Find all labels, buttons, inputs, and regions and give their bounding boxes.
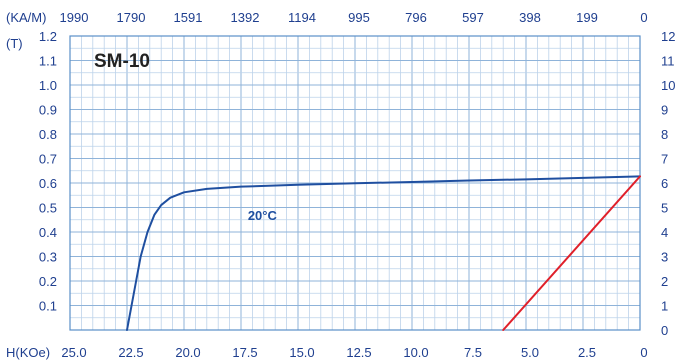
bottom-axis-tick-label: 0 bbox=[640, 345, 647, 360]
top-axis-tick-label: 1194 bbox=[288, 10, 316, 25]
bottom-axis-tick-label: 25.0 bbox=[61, 345, 86, 360]
top-axis-tick-label: 1591 bbox=[174, 10, 203, 25]
top-axis-tick-label: 1790 bbox=[117, 10, 146, 25]
annotations: 20°C bbox=[248, 208, 278, 223]
left-axis-tick-label: 0.6 bbox=[39, 176, 57, 191]
bottom-axis-tick-label: 17.5 bbox=[232, 345, 257, 360]
right-axis-tick-label: 8 bbox=[661, 127, 668, 142]
top-axis-tick-label: 796 bbox=[405, 10, 427, 25]
bottom-axis-tick-label: 20.0 bbox=[175, 345, 200, 360]
right-axis-tick-label: 7 bbox=[661, 152, 668, 167]
top-axis-tick-label: 995 bbox=[348, 10, 370, 25]
top-axis-unit-label: (KA/M) bbox=[6, 10, 46, 25]
top-axis-tick-label: 1392 bbox=[231, 10, 260, 25]
left-axis-tick-label: 1.1 bbox=[39, 54, 57, 69]
top-axis-tick-label: 597 bbox=[462, 10, 484, 25]
recoil-line bbox=[502, 175, 641, 331]
right-axis-tick-label: 10 bbox=[661, 78, 675, 93]
left-axis-tick-label: 0.7 bbox=[39, 152, 57, 167]
left-axis-unit-label: (T) bbox=[6, 36, 23, 51]
top-axis-tick-label: 0 bbox=[640, 10, 647, 25]
left-axis-tick-label: 0.1 bbox=[39, 299, 57, 314]
left-axis-tick-label: 0.3 bbox=[39, 250, 57, 265]
bottom-axis-tick-label: 7.5 bbox=[464, 345, 482, 360]
left-axis-tick-label: 0.4 bbox=[39, 225, 57, 240]
right-axis-tick-label: 1 bbox=[661, 299, 668, 314]
bottom-axis: 25.0 22.5 20.0 17.5 15.0 12.5 10.0 7.5 5.0 2.5 0 bbox=[61, 345, 647, 360]
top-axis: 1990 1790 1591 1392 1194 995 796 597 398 199 0 bbox=[60, 10, 648, 25]
bottom-axis-tick-label: 5.0 bbox=[521, 345, 539, 360]
bottom-axis-tick-label: 22.5 bbox=[118, 345, 143, 360]
bottom-axis-unit-label: H(KOe) bbox=[6, 345, 50, 360]
demagnetization-curve-20c bbox=[126, 175, 641, 331]
bottom-axis-tick-label: 2.5 bbox=[578, 345, 596, 360]
left-axis-tick-label: 1.0 bbox=[39, 78, 57, 93]
top-axis-tick-label: 1990 bbox=[60, 10, 89, 25]
left-axis-tick-label: 0.5 bbox=[39, 201, 57, 216]
right-axis-tick-label: 2 bbox=[661, 274, 668, 289]
bottom-axis-tick-label: 12.5 bbox=[346, 345, 371, 360]
right-axis-tick-label: 4 bbox=[661, 225, 668, 240]
curve-temperature-label: 20°C bbox=[248, 208, 278, 223]
plot-frame bbox=[69, 35, 641, 331]
right-axis-tick-label: 11 bbox=[661, 54, 675, 69]
grid-lines bbox=[70, 36, 640, 330]
bottom-axis-tick-label: 10.0 bbox=[403, 345, 428, 360]
left-axis: 1.2 1.1 1.0 0.9 0.8 0.7 0.6 0.5 0.4 0.3 0.2 0.1 bbox=[39, 29, 57, 314]
left-axis-tick-label: 0.2 bbox=[39, 274, 57, 289]
top-axis-tick-label: 398 bbox=[519, 10, 541, 25]
chart-title: SM-10 bbox=[94, 51, 150, 72]
right-axis-tick-label: 9 bbox=[661, 103, 668, 118]
left-axis-tick-label: 0.8 bbox=[39, 127, 57, 142]
right-axis-tick-label: 6 bbox=[661, 176, 668, 191]
bottom-axis-tick-label: 15.0 bbox=[289, 345, 314, 360]
left-axis-tick-label: 0.9 bbox=[39, 103, 57, 118]
right-axis-tick-label: 3 bbox=[661, 250, 668, 265]
left-axis-tick-label: 1.2 bbox=[39, 29, 57, 44]
series-group bbox=[126, 175, 641, 331]
right-axis-tick-label: 5 bbox=[661, 201, 668, 216]
right-axis-tick-label: 12 bbox=[661, 29, 675, 44]
right-axis-tick-label: 0 bbox=[661, 323, 668, 338]
top-axis-tick-label: 199 bbox=[576, 10, 598, 25]
